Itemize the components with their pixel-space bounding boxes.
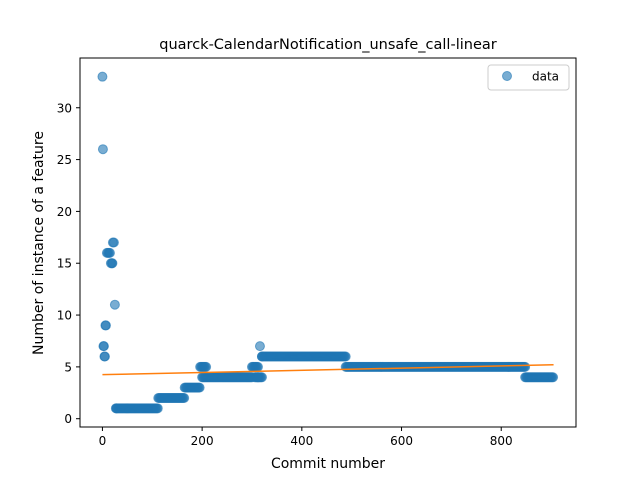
y-axis-ticks: 0 5 10 15 20 25 30 [57, 101, 80, 426]
y-tick-label: 10 [57, 309, 72, 323]
x-tick-label: 400 [290, 434, 313, 448]
data-point [252, 372, 263, 383]
data-point [109, 299, 120, 310]
data-point [254, 341, 265, 352]
data-point [108, 237, 119, 248]
x-axis-label: Commit number [271, 456, 385, 472]
data-point [98, 341, 109, 352]
x-tick-label: 200 [191, 434, 214, 448]
x-tick-label: 800 [490, 434, 513, 448]
y-tick-label: 20 [57, 205, 72, 219]
y-axis-label: Number of instance of a feature [31, 131, 47, 355]
data-point [340, 351, 351, 362]
y-tick-label: 30 [57, 101, 72, 115]
fit-line [102, 364, 554, 376]
data-point [548, 372, 559, 383]
legend: data [487, 64, 570, 91]
y-tick-label: 5 [64, 360, 72, 374]
data-point [97, 71, 108, 82]
x-axis-ticks: 0 200 400 600 800 [99, 427, 513, 448]
plot-frame [79, 57, 577, 428]
legend-marker [502, 71, 512, 81]
data-point [179, 392, 190, 403]
legend-entry-data: data [532, 70, 559, 84]
data-point [97, 144, 108, 155]
x-tick-label: 0 [99, 434, 107, 448]
data-point [194, 382, 205, 393]
plot-area [97, 71, 559, 414]
chart-title: quarck-CalendarNotification_unsafe_call-… [159, 37, 496, 53]
y-tick-label: 25 [57, 153, 72, 167]
data-point [256, 351, 267, 362]
x-tick-label: 600 [390, 434, 413, 448]
data-point [107, 258, 118, 269]
data-point [520, 361, 531, 372]
y-tick-label: 0 [64, 412, 72, 426]
data-point [201, 361, 212, 372]
data-point [252, 361, 263, 372]
data-point [104, 247, 115, 258]
data-point [99, 351, 110, 362]
y-tick-label: 15 [57, 257, 72, 271]
data-point [152, 403, 163, 414]
data-point [100, 320, 111, 331]
